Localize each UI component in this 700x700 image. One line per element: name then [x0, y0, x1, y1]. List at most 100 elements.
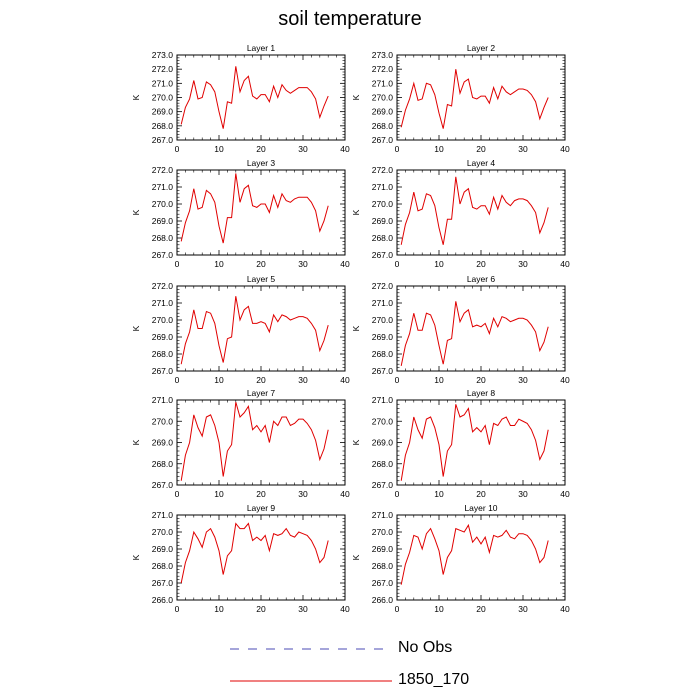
y-tick-label: 271.0 — [372, 78, 394, 88]
y-tick-label: 270.0 — [372, 416, 394, 426]
series-line-1850-170 — [400, 523, 549, 585]
x-tick-label: 10 — [434, 489, 444, 499]
y-tick-label: 268.0 — [372, 561, 394, 571]
panel-3: Layer 3 0 10 20 30 40 267.0 268.0 269.0 270.0 271.… — [131, 158, 350, 269]
x-tick-label: 40 — [340, 489, 350, 499]
x-tick-label: 0 — [175, 144, 180, 154]
y-tick-label: 268.0 — [152, 121, 174, 131]
y-axis-label: K — [131, 554, 141, 560]
panel-6: Layer 6 0 10 20 30 40 267.0 268.0 269.0 270.0 271.… — [351, 274, 570, 385]
series-line-1850-170 — [400, 176, 549, 245]
y-tick-label: 270.0 — [372, 93, 394, 103]
panel-title: Layer 6 — [467, 274, 496, 284]
x-tick-label: 0 — [395, 259, 400, 269]
x-tick-label: 0 — [395, 604, 400, 614]
x-tick-label: 30 — [298, 604, 308, 614]
x-tick-label: 20 — [256, 489, 266, 499]
y-axis-label: K — [351, 209, 361, 215]
x-tick-label: 30 — [518, 259, 528, 269]
panel-7: Layer 7 0 10 20 30 40 267.0 268.0 269.0 270.0 271.… — [131, 388, 350, 499]
x-tick-label: 30 — [518, 144, 528, 154]
y-tick-label: 267.0 — [152, 578, 174, 588]
y-tick-label: 267.0 — [372, 366, 394, 376]
y-tick-label: 268.0 — [372, 459, 394, 469]
panel-frame — [396, 514, 566, 601]
panel-frame — [396, 399, 566, 486]
y-axis-label: K — [351, 94, 361, 100]
y-tick-label: 268.0 — [372, 121, 394, 131]
panel-1: Layer 1 0 10 20 30 40 267.0 268.0 269.0 270.0 271.… — [131, 43, 350, 154]
legend-label-model: 1850_170 — [398, 671, 470, 688]
y-tick-label: 272.0 — [372, 165, 394, 175]
y-tick-label: 271.0 — [152, 510, 174, 520]
y-tick-label: 269.0 — [152, 544, 174, 554]
y-tick-label: 268.0 — [152, 349, 174, 359]
y-axis-label: K — [351, 554, 361, 560]
y-tick-label: 270.0 — [152, 315, 174, 325]
panel-frame — [176, 169, 346, 256]
panel-4: Layer 4 0 10 20 30 40 267.0 268.0 269.0 270.0 271.… — [351, 158, 570, 269]
series-line-1850-170 — [400, 301, 549, 367]
y-tick-label: 268.0 — [372, 349, 394, 359]
panel-frame — [176, 514, 346, 601]
x-tick-label: 10 — [434, 375, 444, 385]
x-tick-label: 10 — [214, 489, 224, 499]
series-line-1850-170 — [180, 66, 329, 129]
x-tick-label: 20 — [476, 604, 486, 614]
y-tick-label: 271.0 — [372, 510, 394, 520]
y-tick-label: 270.0 — [152, 199, 174, 209]
panel-9: Layer 9 0 10 20 30 40 266.0 267.0 268.0 269.0 270.… — [131, 503, 350, 614]
panel-8: Layer 8 0 10 20 30 40 267.0 268.0 269.0 270.0 271.… — [351, 388, 570, 499]
x-tick-label: 10 — [434, 144, 444, 154]
panel-title: Layer 4 — [467, 158, 496, 168]
y-tick-label: 269.0 — [152, 216, 174, 226]
x-tick-label: 40 — [340, 144, 350, 154]
panel-5: Layer 5 0 10 20 30 40 267.0 268.0 269.0 270.0 271.… — [131, 274, 350, 385]
y-tick-label: 267.0 — [372, 578, 394, 588]
y-axis-label: K — [131, 209, 141, 215]
y-axis-label: K — [131, 94, 141, 100]
y-tick-label: 268.0 — [372, 233, 394, 243]
x-tick-label: 0 — [395, 375, 400, 385]
y-tick-label: 269.0 — [372, 216, 394, 226]
panel-2: Layer 2 0 10 20 30 40 267.0 268.0 269.0 270.0 271.… — [351, 43, 570, 154]
panel-title: Layer 7 — [247, 388, 276, 398]
y-tick-label: 271.0 — [372, 182, 394, 192]
y-tick-label: 270.0 — [152, 93, 174, 103]
panel-title: Layer 8 — [467, 388, 496, 398]
x-tick-label: 10 — [434, 604, 444, 614]
y-tick-label: 273.0 — [152, 50, 174, 60]
y-tick-label: 267.0 — [152, 480, 174, 490]
y-tick-label: 272.0 — [152, 165, 174, 175]
x-tick-label: 30 — [518, 604, 528, 614]
y-tick-label: 272.0 — [152, 64, 174, 74]
x-tick-label: 0 — [175, 375, 180, 385]
x-tick-label: 40 — [340, 375, 350, 385]
y-tick-label: 266.0 — [152, 595, 174, 605]
y-tick-label: 270.0 — [372, 527, 394, 537]
y-tick-label: 271.0 — [152, 395, 174, 405]
panel-frame — [396, 169, 566, 256]
y-tick-label: 267.0 — [152, 135, 174, 145]
x-tick-label: 10 — [214, 375, 224, 385]
x-tick-label: 20 — [476, 144, 486, 154]
panel-title: Layer 2 — [467, 43, 496, 53]
panel-title: Layer 9 — [247, 503, 276, 513]
y-tick-label: 272.0 — [372, 281, 394, 291]
x-tick-label: 20 — [476, 259, 486, 269]
y-tick-label: 267.0 — [372, 135, 394, 145]
x-tick-label: 30 — [298, 375, 308, 385]
x-tick-label: 0 — [395, 144, 400, 154]
panel-title: Layer 10 — [464, 503, 497, 513]
series-line-1850-170 — [180, 173, 329, 244]
x-tick-label: 40 — [340, 604, 350, 614]
x-tick-label: 20 — [256, 375, 266, 385]
y-tick-label: 270.0 — [152, 527, 174, 537]
panel-frame — [176, 399, 346, 486]
y-tick-label: 267.0 — [372, 250, 394, 260]
series-line-1850-170 — [180, 401, 329, 481]
x-tick-label: 20 — [256, 259, 266, 269]
y-tick-label: 267.0 — [372, 480, 394, 490]
x-tick-label: 0 — [395, 489, 400, 499]
